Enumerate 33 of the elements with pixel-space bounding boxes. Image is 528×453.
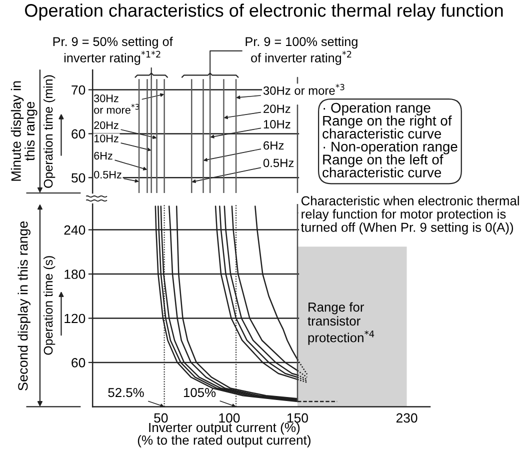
text: Minute display in this range <box>10 81 38 181</box>
annotation: 6Hz <box>94 152 112 160</box>
y-tick-label: 180 <box>64 270 86 279</box>
band-label: Range for transistor protection$^{*4}$ <box>308 302 374 345</box>
y-tick-label: 240 <box>64 225 86 235</box>
y-axis-title: Operation time (min) <box>43 75 56 188</box>
y-tick-label: 70 <box>72 85 86 95</box>
annotation: 30Hz or more$^{*3}$ <box>263 84 344 95</box>
ref-line-label: 52.5% <box>108 388 144 398</box>
annotation: 0.5Hz <box>263 158 294 168</box>
y-tick-label: 50 <box>72 173 86 183</box>
x-tick-label: 150 <box>288 413 308 423</box>
x-tick-label: 230 <box>396 413 418 423</box>
annotation: 20Hz <box>94 121 118 130</box>
annotation: Pr. 9 = 100% setting of inverter rating$^{*2}$ <box>246 36 358 65</box>
annotation: 10Hz <box>94 134 118 142</box>
annotation: Pr. 9 = 50% setting of inverter rating$^{*1*2}$ <box>53 36 173 65</box>
chart-title: Operation characteristics of electronic thermal relay function <box>25 4 503 20</box>
annotation: 0.5Hz <box>94 170 122 179</box>
annotation: 6Hz <box>264 141 284 150</box>
annotation: 20Hz <box>264 104 290 114</box>
annotation: · Operation range Range on the right of characteristic curve · Non-operation range Range on the left of characteristic curve <box>322 102 458 178</box>
y-tick-label: 60 <box>72 358 86 368</box>
annotation: Characteristic when electronic thermal relay function for motor protection is turned off (When Pr. 9 setting is 0(A)) <box>301 196 519 234</box>
y-tick-label: 60 <box>72 129 86 139</box>
y-axis-title: Operation time (s) <box>43 256 56 355</box>
ref-line-label: 105% <box>184 388 216 398</box>
annotation: 10Hz <box>264 120 290 128</box>
x-tick-label: 50 <box>154 413 168 423</box>
y-tick-label: 120 <box>64 314 86 324</box>
x-axis-title: Inverter output current (%) (% to the rated output current) <box>138 422 310 448</box>
text: Second display in this range <box>18 221 30 390</box>
x-tick-label: 100 <box>219 413 240 423</box>
